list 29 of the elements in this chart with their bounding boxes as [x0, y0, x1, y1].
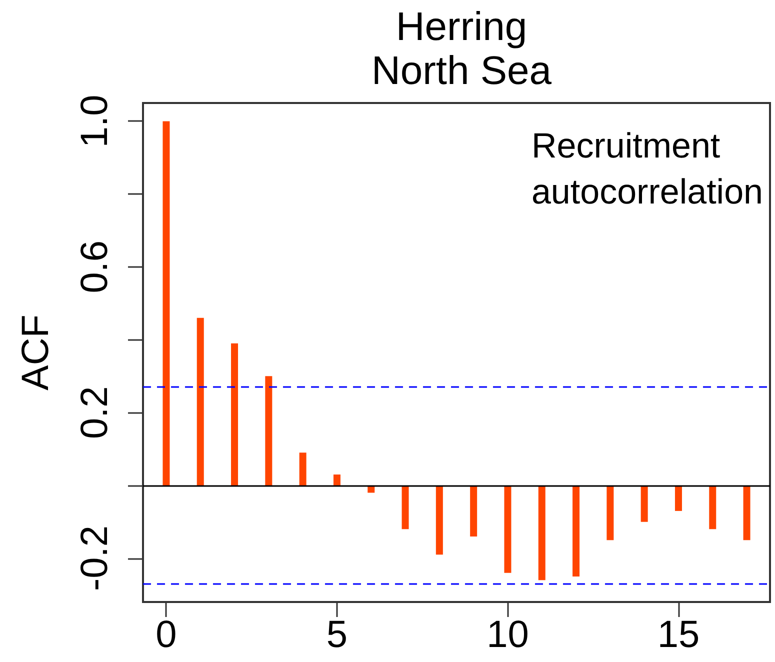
x-tick-label: 15 [657, 614, 700, 656]
bar [265, 376, 272, 486]
bar [162, 121, 170, 486]
x-tick-label: 5 [326, 614, 348, 656]
x-tick-label: 0 [156, 614, 177, 656]
bar [674, 485, 682, 511]
bar [436, 485, 443, 555]
y-tick-label: 0.2 [74, 386, 116, 440]
bar [572, 485, 580, 577]
y-axis-title: ACF [15, 314, 57, 390]
y-tick-label: 0.6 [74, 240, 116, 294]
bar [538, 485, 546, 580]
bar [402, 485, 409, 530]
bar [606, 485, 614, 540]
bar [333, 474, 340, 486]
bar [640, 485, 648, 522]
chart-title: Herring [396, 5, 528, 49]
bar [743, 485, 750, 540]
y-tick-label: 1.0 [74, 94, 116, 148]
x-tick-label: 10 [486, 614, 529, 656]
bar [299, 452, 306, 486]
bar [196, 318, 204, 486]
y-tick-label: -0.2 [74, 526, 116, 592]
bar [504, 485, 512, 573]
bar [709, 485, 716, 530]
chart-subtitle: North Sea [371, 49, 552, 93]
bar [231, 343, 238, 486]
bar [470, 485, 478, 536]
annotation: Recruitment autocorrelation [531, 126, 764, 212]
